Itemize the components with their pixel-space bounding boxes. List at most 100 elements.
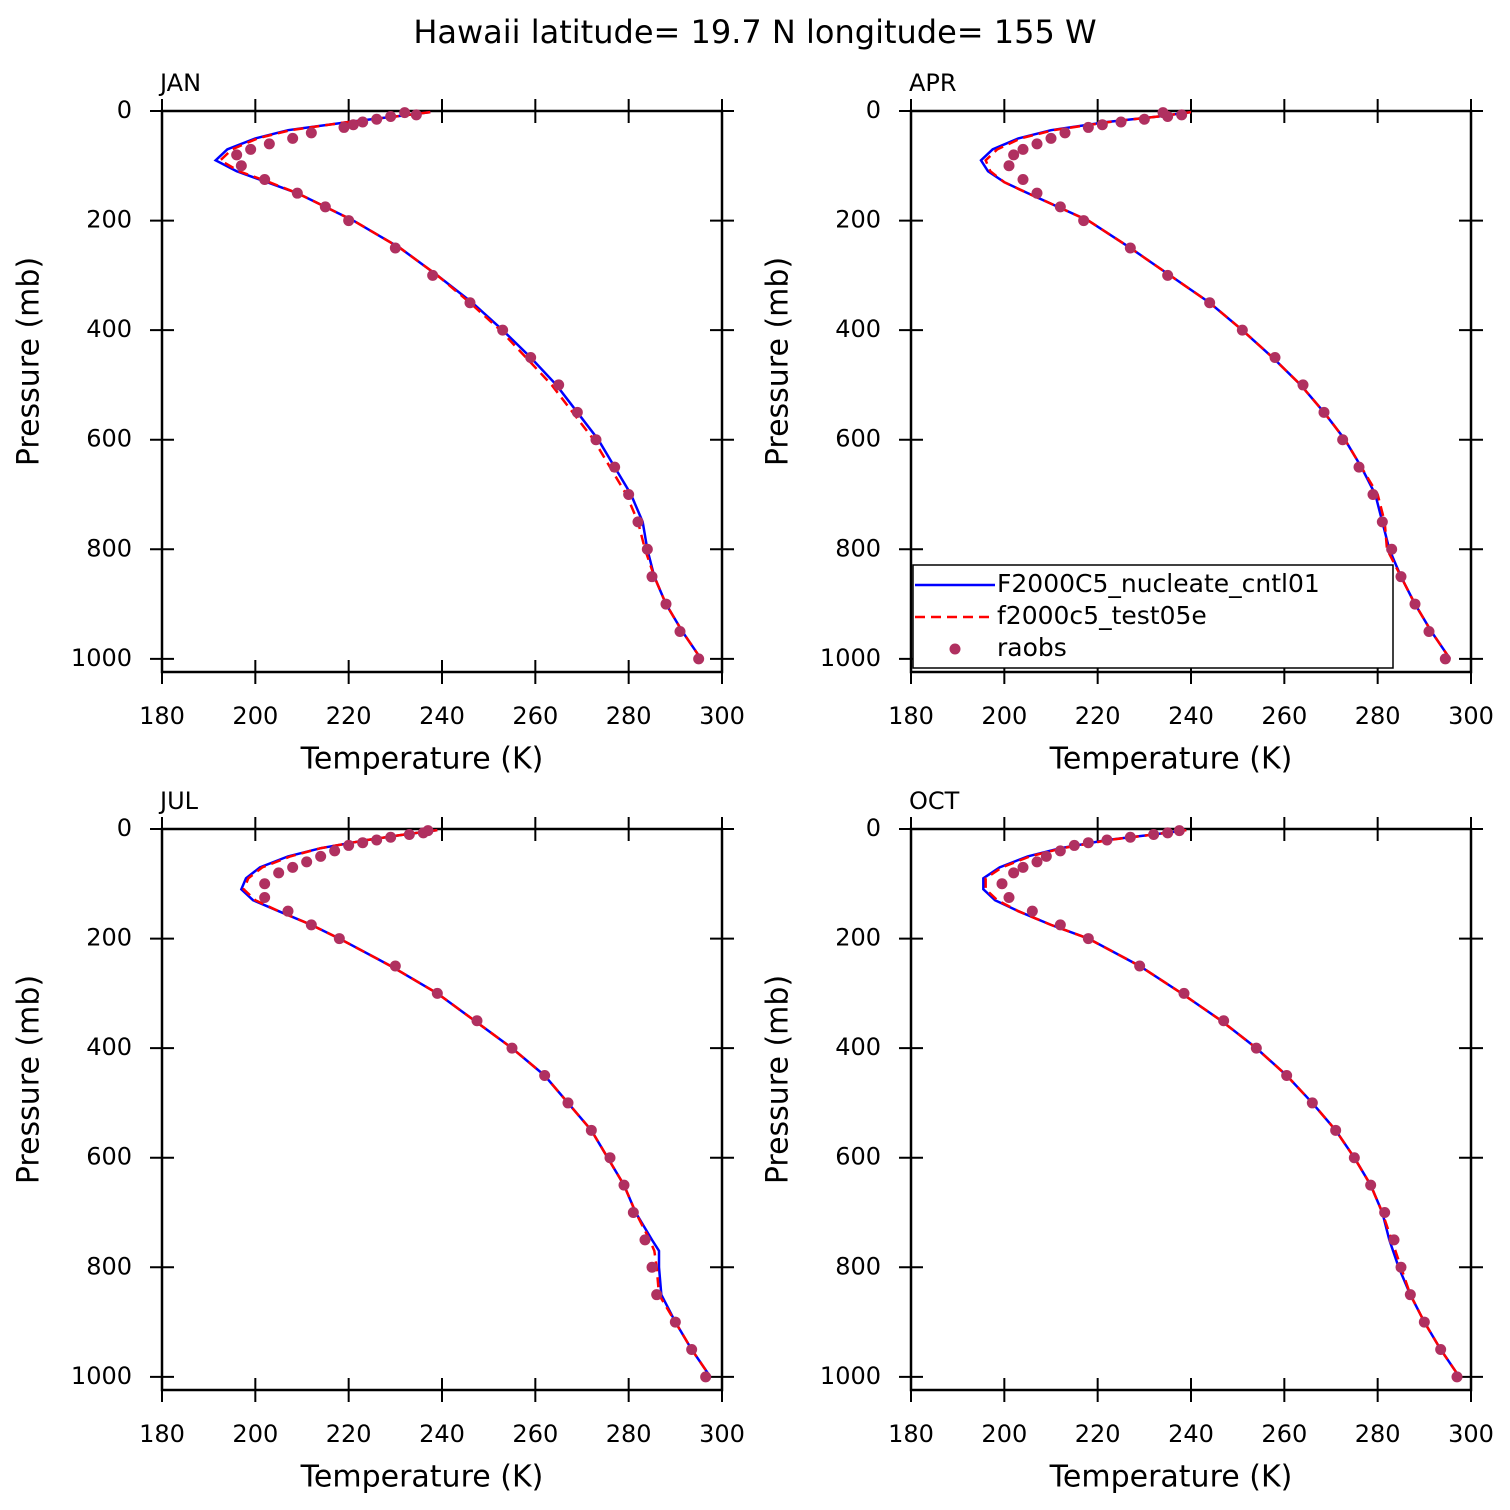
raob-point	[1059, 127, 1071, 139]
raob-point	[660, 598, 672, 610]
raob-point	[389, 960, 401, 972]
x-tick-label: 280	[606, 1420, 652, 1448]
y-tick-label: 0	[117, 96, 132, 124]
x-tick-label: 260	[1261, 702, 1307, 730]
raob-point	[403, 828, 415, 840]
plot-frame	[909, 827, 1473, 1392]
raob-point	[1054, 845, 1066, 857]
raob-point	[1218, 1015, 1230, 1027]
y-tick-label: 800	[86, 1252, 132, 1280]
x-tick-label: 260	[512, 1420, 558, 1448]
raob-point	[1395, 1261, 1407, 1273]
legend-label: raobs	[997, 633, 1067, 662]
raob-point	[1162, 110, 1174, 122]
x-tick-label: 240	[419, 702, 465, 730]
raob-point	[506, 1042, 518, 1054]
y-tick-label: 800	[86, 534, 132, 562]
y-axis-label: Pressure (mb)	[12, 257, 47, 466]
raob-point	[399, 107, 411, 119]
y-tick-label: 400	[835, 315, 881, 343]
profile-line	[218, 110, 703, 660]
raob-point	[1376, 516, 1388, 528]
raob-point	[231, 149, 243, 161]
raob-point	[618, 1179, 630, 1191]
raob-point	[590, 434, 602, 446]
raob-point	[305, 919, 317, 931]
x-tick-label: 180	[888, 702, 934, 730]
raob-point	[259, 878, 271, 890]
raob-point	[1008, 867, 1020, 879]
y-tick-label: 0	[866, 814, 881, 842]
panel: APR 180 200 220 240 260 280 300 0 200 400 600 800 100…	[761, 69, 1494, 777]
panel-title: APR	[909, 69, 957, 97]
y-tick-label: 200	[86, 924, 132, 952]
raob-point	[1418, 1316, 1430, 1328]
raob-point	[319, 201, 331, 213]
raob-point	[263, 138, 275, 150]
raob-point	[1045, 132, 1057, 144]
raob-point	[627, 1206, 639, 1218]
raob-point	[1330, 1124, 1342, 1136]
y-tick-label: 1000	[71, 644, 132, 672]
x-tick-label: 280	[1355, 702, 1401, 730]
raob-point	[1365, 1179, 1377, 1191]
raob-point	[1269, 352, 1281, 364]
raob-point	[273, 867, 285, 879]
x-tick-label: 200	[232, 1420, 278, 1448]
raob-point	[371, 113, 383, 125]
raob-point	[1451, 1371, 1463, 1383]
plot-frame	[160, 827, 724, 1392]
y-tick-label: 600	[86, 1143, 132, 1171]
raob-point	[1031, 187, 1043, 199]
y-tick-label: 400	[835, 1033, 881, 1061]
panel-title: JAN	[158, 69, 201, 97]
raob-point	[1124, 242, 1136, 254]
raob-point	[585, 1124, 597, 1136]
raob-point	[1138, 113, 1150, 125]
raob-point	[553, 379, 565, 391]
raob-point	[1281, 1070, 1293, 1082]
raob-point	[1353, 461, 1365, 473]
raob-point	[1379, 1206, 1391, 1218]
y-tick-label: 200	[835, 924, 881, 952]
profile-line	[213, 110, 703, 660]
raob-point	[1017, 173, 1029, 185]
raob-point	[371, 834, 383, 846]
y-axis-label: Pressure (mb)	[761, 257, 796, 466]
raob-point	[338, 121, 350, 133]
x-axis-label: Temperature (K)	[300, 742, 544, 777]
raob-point	[1054, 919, 1066, 931]
raob-point	[1008, 149, 1020, 161]
raob-point	[1078, 215, 1090, 227]
raob-point	[674, 625, 686, 637]
raob-point	[1176, 109, 1188, 121]
raob-point	[693, 653, 705, 665]
x-tick-label: 300	[699, 702, 745, 730]
raob-point	[1435, 1343, 1447, 1355]
x-tick-label: 220	[1075, 702, 1121, 730]
profile-line	[242, 828, 712, 1378]
raob-point	[996, 878, 1008, 890]
y-tick-label: 400	[86, 1033, 132, 1061]
raob-point	[1306, 1097, 1318, 1109]
raob-point	[1082, 837, 1094, 849]
raob-point	[305, 127, 317, 139]
x-tick-label: 200	[981, 1420, 1027, 1448]
raob-point	[1082, 121, 1094, 133]
raob-point	[700, 1371, 712, 1383]
legend-marker	[949, 643, 961, 655]
x-axis-label: Temperature (K)	[1049, 742, 1293, 777]
y-tick-label: 200	[86, 206, 132, 234]
x-tick-label: 220	[326, 702, 372, 730]
raob-point	[1297, 379, 1309, 391]
y-tick-label: 600	[835, 1143, 881, 1171]
raob-point	[1337, 434, 1349, 446]
raob-point	[497, 324, 509, 336]
raob-point	[389, 242, 401, 254]
raob-point	[646, 571, 658, 583]
raob-point	[604, 1152, 616, 1164]
plot-frame	[909, 109, 1473, 674]
y-axis-label: Pressure (mb)	[761, 975, 796, 1184]
raob-point	[431, 987, 443, 999]
panel-title: JUL	[158, 787, 199, 815]
